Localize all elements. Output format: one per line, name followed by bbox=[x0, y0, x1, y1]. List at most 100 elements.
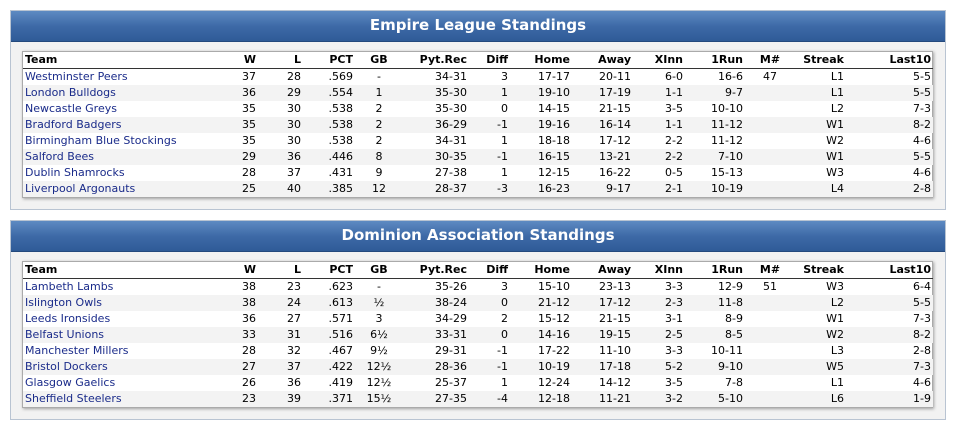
column-header-games-back[interactable]: GB bbox=[359, 262, 399, 279]
column-header-last-ten[interactable]: Last10 bbox=[852, 262, 933, 279]
cell-run-diff: 2 bbox=[501, 312, 508, 325]
table-row: Manchester Millers 28 32 .467 9½ 29-31 -1 17-22… bbox=[23, 343, 933, 359]
standings-table: Team W L PCT GB Pyt.Rec Diff Home Away XInn 1Run M#… bbox=[23, 262, 933, 407]
column-header-one-run[interactable]: 1Run bbox=[687, 262, 747, 279]
cell-wins: 28 bbox=[242, 166, 256, 179]
team-link[interactable]: Westminster Peers bbox=[25, 70, 128, 83]
cell-losses: 30 bbox=[287, 134, 301, 147]
cell-pyt-rec: 34-31 bbox=[435, 70, 467, 83]
cell-wins: 29 bbox=[218, 149, 264, 165]
column-header-magic-number[interactable]: M# bbox=[747, 52, 793, 69]
cell-games-back: 2 bbox=[375, 102, 383, 115]
cell-last-ten: 4-6 bbox=[913, 376, 931, 389]
team-link[interactable]: Lambeth Lambs bbox=[25, 280, 114, 293]
cell-magic-number: 47 bbox=[763, 70, 777, 83]
column-header-extra-innings[interactable]: XInn bbox=[635, 262, 687, 279]
cell-last-ten: 7-3 bbox=[913, 102, 931, 115]
cell-extra-innings: 1-1 bbox=[635, 117, 687, 133]
cell-run-diff: 0 bbox=[473, 295, 516, 311]
cell-last-ten: 8-2 bbox=[852, 117, 933, 133]
table-row: Bristol Dockers 27 37.422 12½ 28-36 -1 10-19 17… bbox=[23, 359, 933, 375]
column-header-losses[interactable]: L bbox=[264, 52, 309, 69]
standings-table-container: Team W L PCT GB Pyt.Rec Diff Home Away XInn 1Run M#… bbox=[22, 261, 933, 408]
column-header-pyt-rec[interactable]: Pyt.Rec bbox=[399, 52, 473, 69]
cell-run-diff: -1 bbox=[473, 359, 516, 375]
column-header-losses[interactable]: L bbox=[264, 262, 309, 279]
team-link[interactable]: Sheffield Steelers bbox=[23, 391, 218, 407]
column-header-last-ten[interactable]: Last10 bbox=[852, 52, 933, 69]
cell-home: 10-19 bbox=[516, 359, 574, 375]
column-header-away[interactable]: Away bbox=[574, 52, 635, 69]
cell-magic-number bbox=[747, 311, 793, 327]
cell-pct: .385 bbox=[309, 181, 359, 197]
column-header-streak[interactable]: Streak bbox=[793, 262, 852, 279]
cell-extra-innings: 2-2 bbox=[635, 149, 687, 165]
team-link[interactable]: London Bulldogs bbox=[23, 85, 218, 101]
cell-games-back: 12½ bbox=[366, 376, 392, 389]
team-link[interactable]: Liverpool Argonauts bbox=[23, 181, 218, 197]
column-header-streak[interactable]: Streak bbox=[793, 52, 852, 69]
cell-home: 19-10 bbox=[516, 85, 574, 101]
column-header-team[interactable]: Team bbox=[23, 262, 218, 279]
team-link[interactable]: Belfast Unions bbox=[23, 327, 218, 343]
team-link[interactable]: Manchester Millers bbox=[25, 344, 129, 357]
column-header-run-diff[interactable]: Diff bbox=[473, 262, 516, 279]
cell-last-ten: 5-5 bbox=[913, 70, 931, 83]
cell-pct: .538 bbox=[309, 117, 359, 133]
team-link[interactable]: Bradford Badgers bbox=[23, 117, 218, 133]
cell-magic-number bbox=[747, 149, 793, 165]
column-header-pct[interactable]: PCT bbox=[309, 262, 359, 279]
column-header-extra-innings[interactable]: XInn bbox=[635, 52, 687, 69]
cell-extra-innings: 3-3 bbox=[665, 280, 683, 293]
column-header-games-back[interactable]: GB bbox=[359, 52, 399, 69]
column-header-pct[interactable]: PCT bbox=[309, 52, 359, 69]
cell-games-back: 2 bbox=[359, 117, 399, 133]
column-header-wins[interactable]: W bbox=[218, 52, 264, 69]
cell-games-back: - bbox=[377, 280, 381, 293]
cell-streak: W2 bbox=[826, 134, 844, 147]
cell-extra-innings: 6-0 bbox=[665, 70, 683, 83]
team-link[interactable]: Birmingham Blue Stockings bbox=[25, 134, 177, 147]
team-link[interactable]: Dublin Shamrocks bbox=[25, 166, 125, 179]
team-link[interactable]: Newcastle Greys bbox=[25, 102, 117, 115]
table-row: Belfast Unions 33 31.516 6½ 33-31 0 14-16 19-15… bbox=[23, 327, 933, 343]
column-header-magic-number[interactable]: M# bbox=[747, 262, 793, 279]
column-header-home[interactable]: Home bbox=[516, 52, 574, 69]
column-header-team[interactable]: Team bbox=[23, 52, 218, 69]
cell-pyt-rec: 36-29 bbox=[399, 117, 473, 133]
cell-games-back: - bbox=[377, 70, 381, 83]
column-header-home[interactable]: Home bbox=[516, 262, 574, 279]
team-link[interactable]: Glasgow Gaelics bbox=[25, 376, 116, 389]
team-link[interactable]: Salford Bees bbox=[23, 149, 218, 165]
cell-run-diff: -1 bbox=[473, 117, 516, 133]
cell-pct: .467 bbox=[328, 344, 354, 357]
cell-away: 11-10 bbox=[599, 344, 631, 357]
cell-wins: 26 bbox=[242, 376, 256, 389]
cell-home: 21-12 bbox=[516, 295, 574, 311]
cell-games-back: 9 bbox=[375, 166, 383, 179]
team-link[interactable]: Islington Owls bbox=[23, 295, 218, 311]
cell-last-ten: 5-5 bbox=[852, 295, 933, 311]
column-header-pyt-rec[interactable]: Pyt.Rec bbox=[399, 262, 473, 279]
cell-streak: L6 bbox=[793, 391, 852, 407]
cell-pyt-rec: 30-35 bbox=[399, 149, 473, 165]
cell-run-diff: 3 bbox=[501, 280, 508, 293]
cell-games-back: 3 bbox=[375, 312, 383, 325]
cell-pyt-rec: 28-36 bbox=[399, 359, 473, 375]
cell-last-ten: 7-3 bbox=[913, 312, 931, 325]
cell-streak: W2 bbox=[793, 327, 852, 343]
cell-wins: 38 bbox=[242, 280, 256, 293]
table-row: Salford Bees 29 36.446 8 30-35 -1 16-15 13-21 2-… bbox=[23, 149, 933, 165]
cell-home: 14-16 bbox=[516, 327, 574, 343]
team-link[interactable]: Bristol Dockers bbox=[23, 359, 218, 375]
cell-home: 12-24 bbox=[538, 376, 570, 389]
column-header-away[interactable]: Away bbox=[574, 262, 635, 279]
column-header-wins[interactable]: W bbox=[218, 262, 264, 279]
team-link[interactable]: Leeds Ironsides bbox=[25, 312, 111, 325]
table-row: Birmingham Blue Stockings 35 30 .538 2 34-31 1… bbox=[23, 133, 933, 149]
cell-home: 15-10 bbox=[538, 280, 570, 293]
column-header-one-run[interactable]: 1Run bbox=[687, 52, 747, 69]
cell-one-run: 11-12 bbox=[711, 134, 743, 147]
column-header-run-diff[interactable]: Diff bbox=[473, 52, 516, 69]
cell-pct: .554 bbox=[309, 85, 359, 101]
